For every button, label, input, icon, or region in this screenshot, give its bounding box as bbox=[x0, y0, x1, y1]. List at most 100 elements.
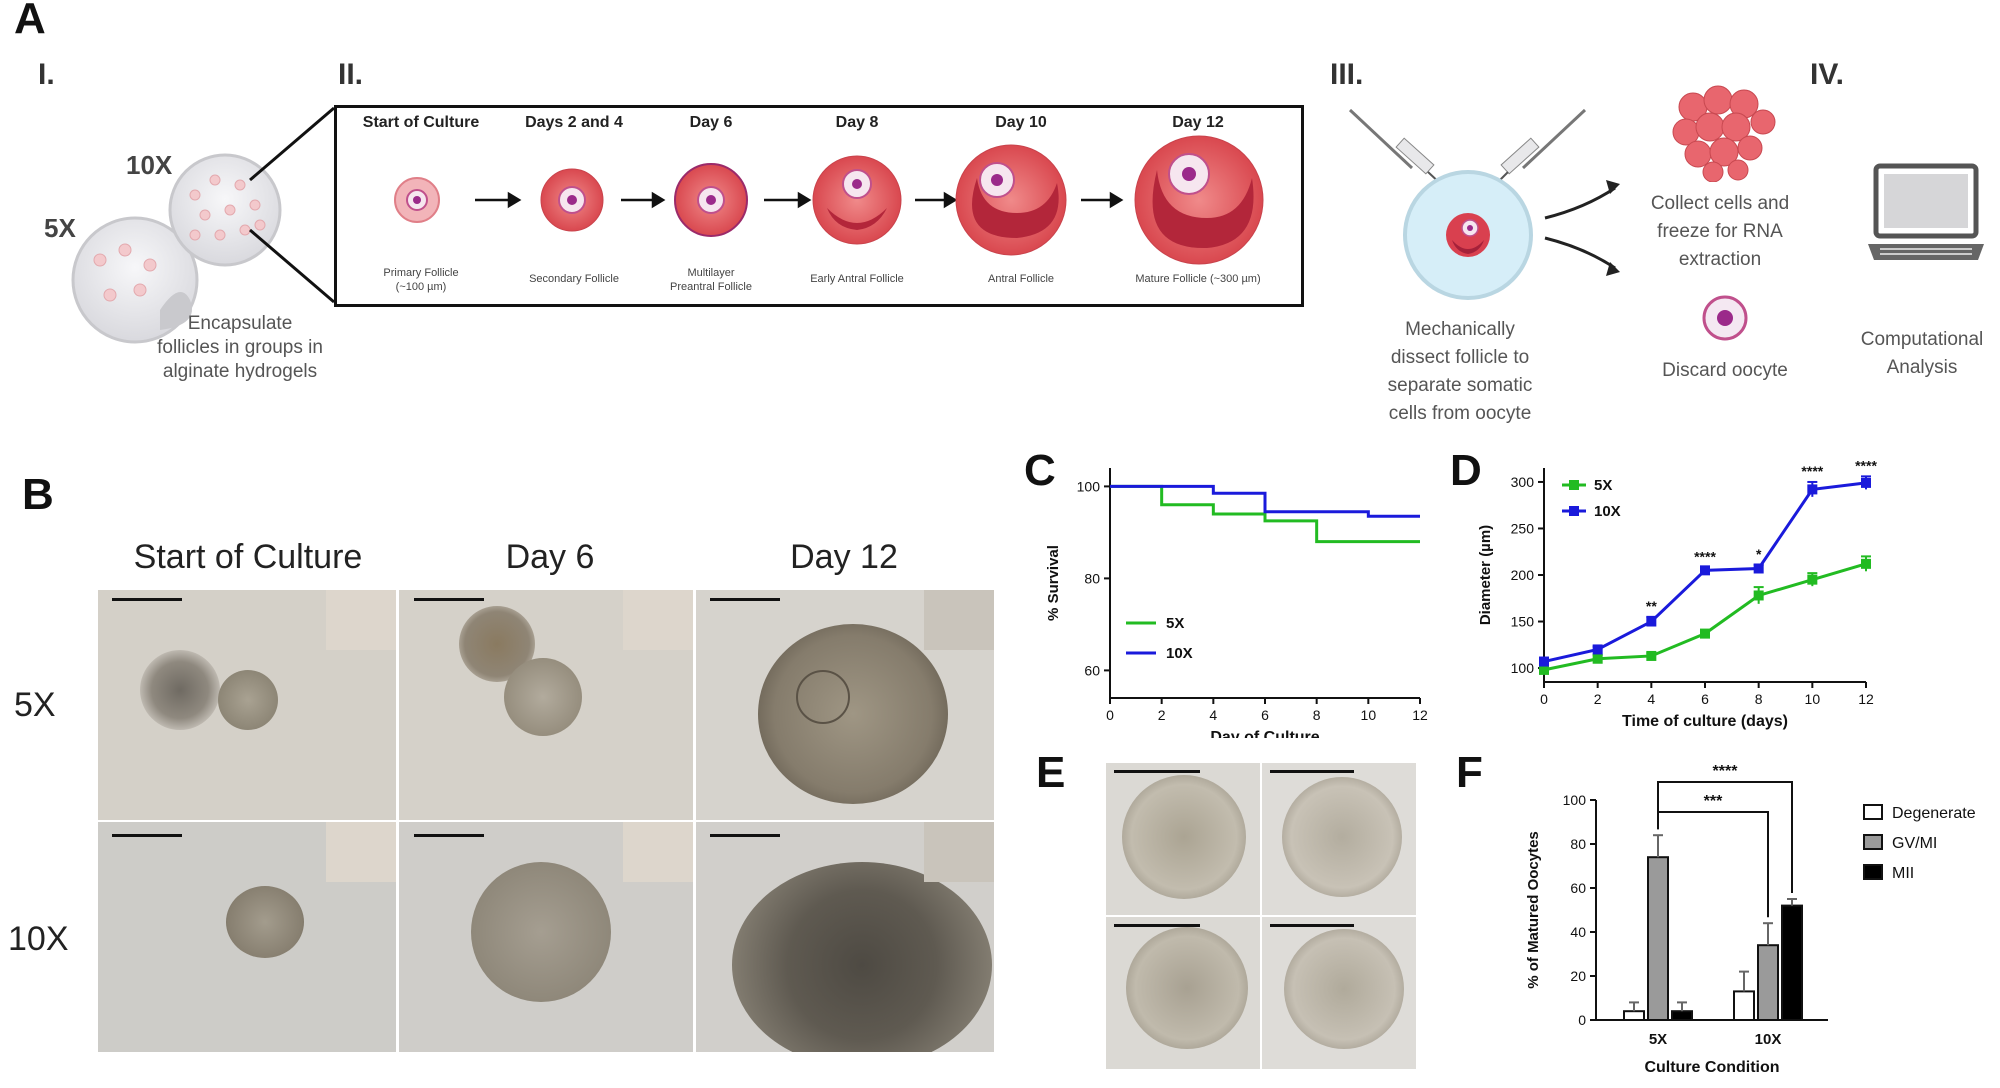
scale-bar-5x-start bbox=[112, 598, 182, 601]
micrograph-oocyte-2 bbox=[1262, 763, 1416, 915]
y-tick-label: 150 bbox=[1511, 614, 1535, 630]
significance-marker: **** bbox=[1694, 549, 1716, 565]
x-tick-label: 4 bbox=[1647, 691, 1655, 707]
x-axis-label: Day of Culture bbox=[1210, 729, 1319, 738]
data-point bbox=[1753, 590, 1764, 601]
x-tick-label: 0 bbox=[1106, 707, 1114, 723]
x-tick-label: 2 bbox=[1594, 691, 1602, 707]
y-tick-label: 0 bbox=[1578, 1012, 1586, 1028]
significance-marker: **** bbox=[1801, 463, 1823, 479]
significance-marker: * bbox=[1756, 546, 1762, 562]
panel-label-a: A bbox=[14, 0, 46, 43]
bar-gv-mi-5x bbox=[1647, 856, 1669, 1021]
micrograph-oocyte-3 bbox=[1106, 917, 1260, 1069]
legend-swatch-gv-mi bbox=[1863, 834, 1883, 850]
data-point bbox=[1807, 484, 1818, 495]
column-header-start: Start of Culture bbox=[133, 538, 363, 576]
stage-title-5: Day 10 bbox=[995, 114, 1047, 131]
stage-title-6: Day 12 bbox=[1172, 114, 1224, 131]
stage-caption-1: Primary Follicle (~100 µm) bbox=[383, 267, 459, 293]
data-point bbox=[1592, 653, 1603, 664]
legend-swatch-mii bbox=[1863, 864, 1883, 880]
somatic-cells-cluster bbox=[1672, 85, 1776, 182]
bar-gv-mi-10x bbox=[1757, 944, 1779, 1021]
y-tick-label: 200 bbox=[1511, 567, 1535, 583]
x-tick-label: 12 bbox=[1412, 707, 1428, 723]
scale-bar-5x-day6 bbox=[414, 598, 484, 601]
category-label-5x: 5X bbox=[1649, 1031, 1667, 1048]
legend-label-10x: 10X bbox=[1594, 503, 1621, 520]
laptop-icon bbox=[1868, 163, 1984, 260]
scale-bar-5x-day12 bbox=[710, 598, 780, 601]
significance-label: **** bbox=[1713, 763, 1739, 780]
x-tick-label: 12 bbox=[1858, 691, 1874, 707]
x-tick-label: 10 bbox=[1361, 707, 1377, 723]
data-point bbox=[1861, 477, 1871, 488]
stage-title-3: Day 6 bbox=[689, 114, 733, 131]
significance-marker: **** bbox=[1855, 457, 1877, 473]
step-label-iv: IV. bbox=[1810, 58, 1844, 91]
x-tick-label: 10 bbox=[1805, 691, 1821, 707]
inset-10x-day6 bbox=[623, 822, 693, 882]
data-point bbox=[1753, 563, 1764, 574]
x-tick-label: 2 bbox=[1158, 707, 1166, 723]
survival-chart: 60 80 100 0 2 4 6 8 10 12 Day of Culture % Survival… bbox=[1045, 468, 1428, 738]
y-axis-label: % Survival bbox=[1045, 545, 1062, 621]
significance-bracket bbox=[1657, 781, 1793, 893]
computational-caption: Computational Analysis bbox=[1860, 329, 1984, 378]
y-tick-label: 20 bbox=[1570, 968, 1586, 984]
scale-bar-10x-day6 bbox=[414, 834, 484, 837]
stage-caption-2: Secondary Follicle bbox=[529, 273, 619, 285]
data-point bbox=[1807, 574, 1818, 585]
scale-bar-oocyte-3 bbox=[1114, 924, 1200, 927]
data-point bbox=[1646, 650, 1657, 661]
y-tick-label: 250 bbox=[1511, 520, 1535, 536]
legend-label-degenerate: Degenerate bbox=[1892, 805, 1976, 822]
encapsulate-caption: Encapsulate follicles in groups in algin… bbox=[157, 313, 323, 382]
data-point bbox=[1592, 644, 1603, 655]
step-label-ii: II. bbox=[338, 58, 364, 91]
y-axis-label: Diameter (µm) bbox=[1477, 525, 1494, 625]
panel-label-c: C bbox=[1024, 446, 1056, 495]
micrograph-10x-day6 bbox=[399, 822, 693, 1052]
y-tick-label: 80 bbox=[1084, 570, 1100, 586]
zoom-lines bbox=[249, 106, 335, 304]
maturation-chart: 0 20 40 60 80 100 Culture Condition % of Mature… bbox=[1525, 763, 1976, 1076]
panel-label-b: B bbox=[22, 470, 54, 519]
data-point bbox=[1700, 628, 1710, 639]
x-tick-label: 6 bbox=[1261, 707, 1269, 723]
y-tick-label: 300 bbox=[1511, 474, 1535, 490]
significance-bracket bbox=[1657, 811, 1769, 918]
column-header-day12: Day 12 bbox=[790, 538, 898, 576]
collect-cells-caption: Collect cells and freeze for RNA extract… bbox=[1650, 193, 1790, 270]
bar-mii-5x bbox=[1671, 1010, 1693, 1022]
legend-label-gv-mi: GV/MI bbox=[1892, 835, 1937, 852]
panel-label-e: E bbox=[1036, 748, 1066, 797]
y-tick-label: 100 bbox=[1563, 792, 1587, 808]
scale-bar-oocyte-2 bbox=[1270, 770, 1354, 773]
stage-caption-6: Mature Follicle (~300 µm) bbox=[1135, 273, 1261, 285]
row-label-10x: 10X bbox=[8, 920, 69, 958]
x-tick-label: 4 bbox=[1209, 707, 1217, 723]
x-tick-label: 8 bbox=[1755, 691, 1763, 707]
legend-marker-5x bbox=[1569, 480, 1579, 490]
follicle-stages-box bbox=[334, 105, 1304, 307]
inset-10x-start bbox=[326, 822, 396, 882]
stage-title-4: Day 8 bbox=[835, 114, 879, 131]
y-tick-label: 40 bbox=[1570, 924, 1586, 940]
step-label-i: I. bbox=[38, 58, 55, 91]
data-point bbox=[1700, 565, 1710, 576]
bar-mii-10x bbox=[1781, 904, 1803, 1022]
dish-label-5x: 5X bbox=[44, 213, 76, 243]
stage-caption-3: Multilayer Preantral Follicle bbox=[670, 267, 752, 293]
data-point bbox=[1861, 558, 1871, 569]
y-tick-label: 60 bbox=[1084, 662, 1100, 678]
row-label-5x: 5X bbox=[14, 686, 56, 724]
legend-label-mii: MII bbox=[1892, 865, 1914, 882]
data-point bbox=[1646, 616, 1657, 627]
significance-marker: ** bbox=[1646, 598, 1657, 614]
y-tick-label: 60 bbox=[1570, 880, 1586, 896]
panel-label-d: D bbox=[1450, 446, 1482, 495]
y-tick-label: 100 bbox=[1511, 660, 1535, 676]
x-tick-label: 8 bbox=[1313, 707, 1321, 723]
